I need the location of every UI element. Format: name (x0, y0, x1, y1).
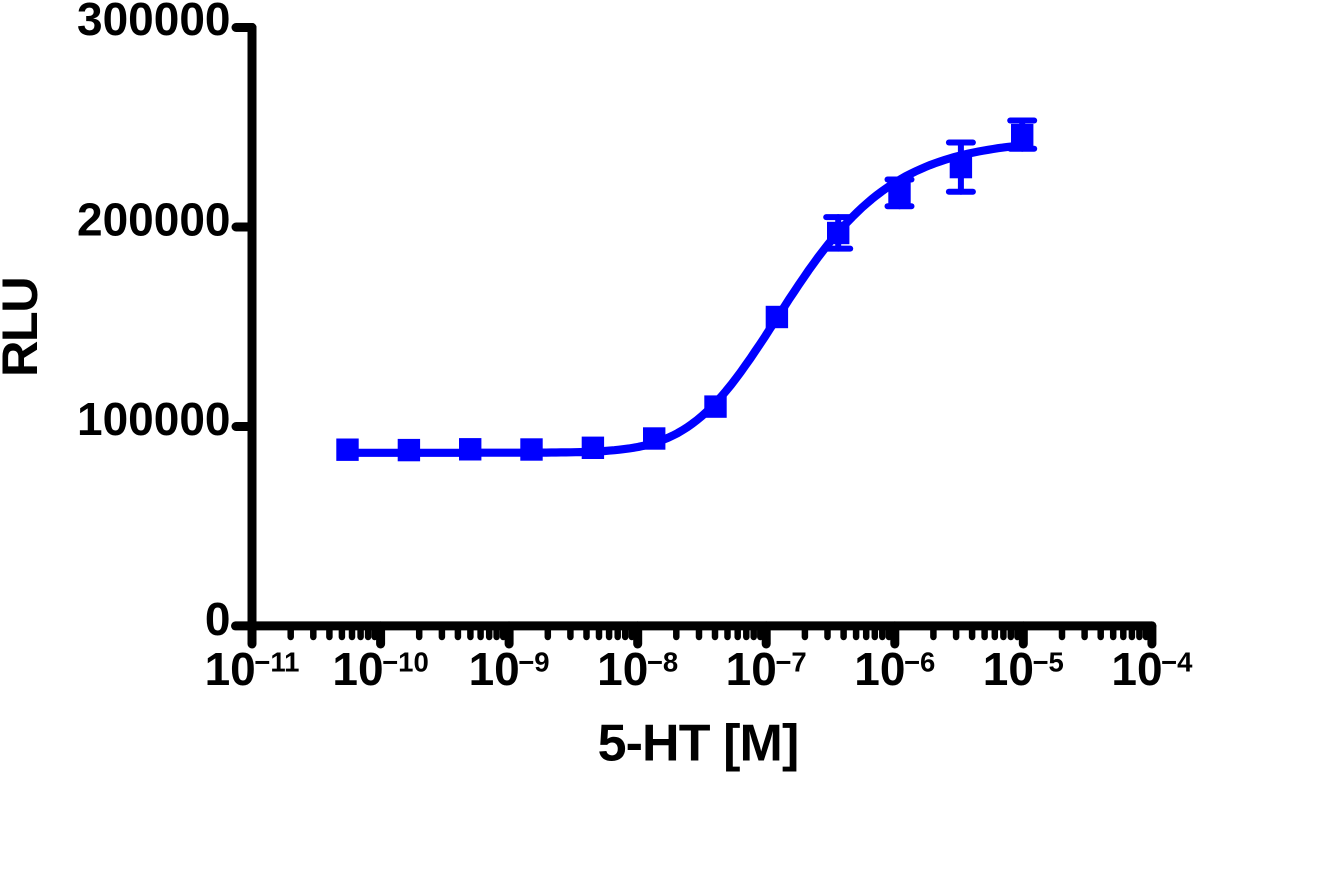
svg-text:5-HT [M]: 5-HT [M] (598, 715, 799, 773)
svg-text:10−4: 10−4 (1111, 643, 1193, 695)
svg-text:0: 0 (205, 593, 231, 645)
svg-text:10−7: 10−7 (726, 643, 807, 695)
svg-text:10−5: 10−5 (983, 643, 1064, 695)
svg-text:10−6: 10−6 (854, 643, 935, 695)
svg-text:10−8: 10−8 (597, 643, 678, 695)
svg-text:RLU: RLU (0, 278, 48, 377)
svg-text:10−10: 10−10 (332, 643, 428, 695)
svg-text:200000: 200000 (77, 193, 231, 245)
svg-text:10−9: 10−9 (469, 643, 550, 695)
svg-text:10−11: 10−11 (205, 643, 300, 695)
svg-text:300000: 300000 (77, 0, 231, 45)
svg-text:100000: 100000 (77, 393, 231, 445)
